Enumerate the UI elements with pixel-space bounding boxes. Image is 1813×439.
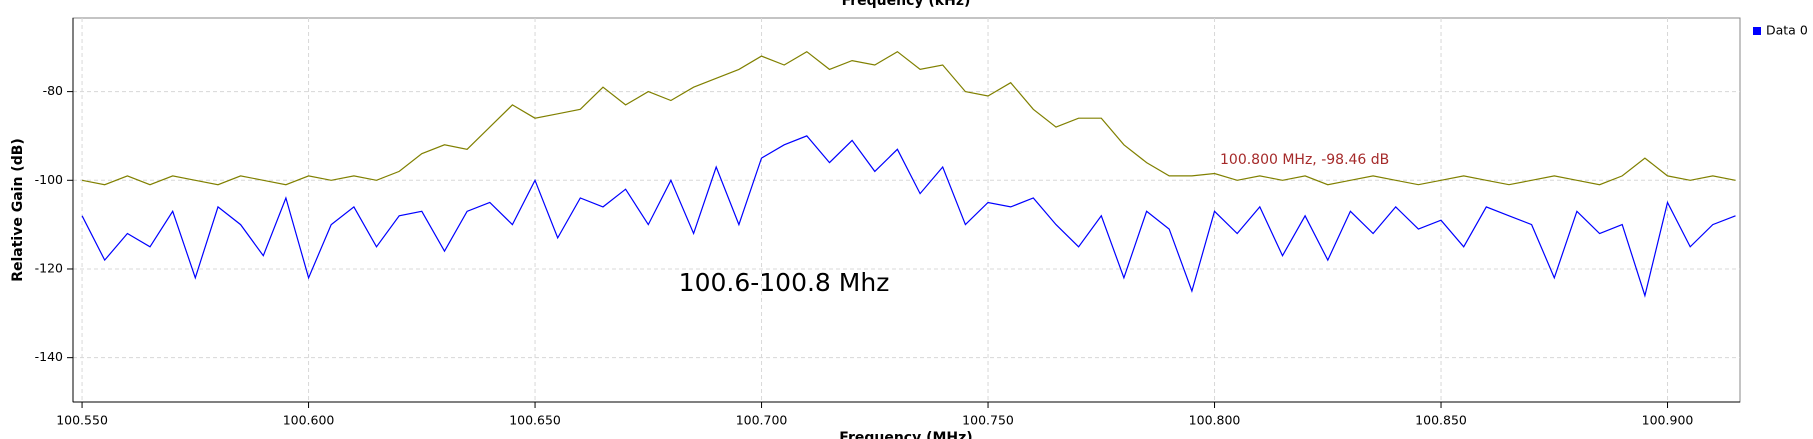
legend-label: Data 0 [1766,23,1808,38]
x-tick-label: 100.600 [283,413,335,428]
y-tick-label: -120 [35,260,63,275]
x-tick-label: 100.850 [1415,413,1467,428]
x-tick-label: 100.900 [1642,413,1694,428]
x-tick-label: 100.750 [962,413,1014,428]
series-line [81,135,1736,298]
x-tick-label: 100.800 [1189,413,1241,428]
series-line [81,50,1736,186]
y-tick-label: -80 [43,83,63,98]
plot-area [72,17,1741,403]
y-axis-title: Relative Gain (dB) [10,138,26,282]
chart-title: Frequency (kHz) [842,0,971,9]
y-tick-label: -140 [35,349,63,364]
x-tick-label: 100.650 [509,413,561,428]
x-tick-label: 100.700 [736,413,788,428]
y-tick-label: -100 [35,172,63,187]
x-tick-label: 100.550 [56,413,108,428]
legend-swatch [1753,27,1761,35]
annotation: 100.6-100.8 Mhz [679,268,890,297]
marker-label: 100.800 MHz, -98.46 dB [1220,152,1389,168]
x-axis-title: Frequency (MHz) [839,430,972,439]
